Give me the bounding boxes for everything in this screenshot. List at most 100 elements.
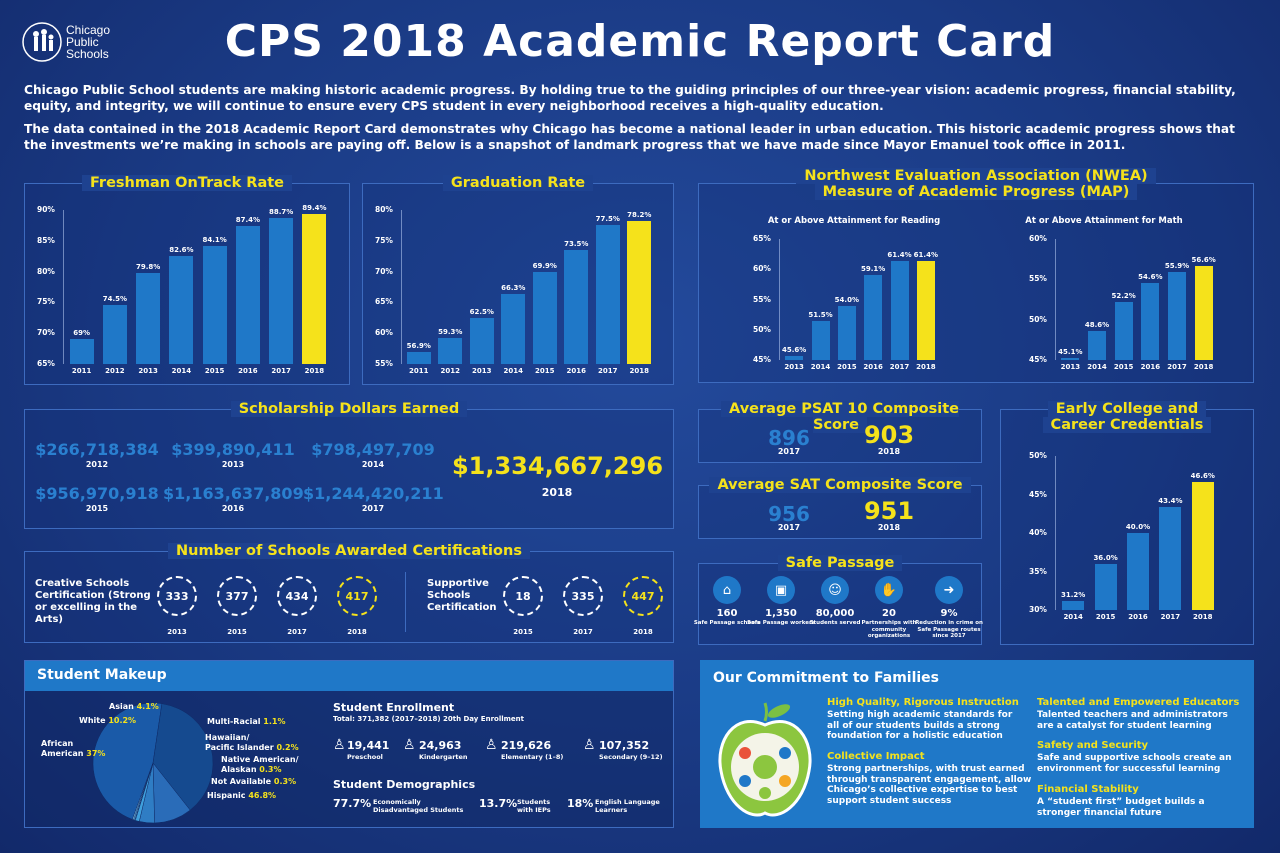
intro-paragraph-1: Chicago Public School students are makin… bbox=[24, 83, 1236, 113]
commit-heading: Safety and Security bbox=[1037, 740, 1149, 751]
y-axis-line bbox=[1055, 239, 1056, 360]
enroll-number: 107,352 bbox=[599, 739, 650, 752]
x-tick-label: 2012 bbox=[105, 367, 125, 375]
pie-slice-not-available bbox=[132, 762, 154, 821]
x-tick-label: 2016 bbox=[863, 363, 883, 371]
commit-text: Setting high academic standards for all … bbox=[827, 710, 1013, 741]
route-icon: ➜ bbox=[935, 576, 963, 604]
bar-2014 bbox=[501, 294, 526, 364]
psat-2017-year: 2017 bbox=[777, 447, 801, 456]
enroll-number: 219,626 bbox=[501, 739, 552, 752]
x-tick-label: 2017 bbox=[598, 367, 618, 375]
scholarship-amount: $798,497,709 bbox=[311, 440, 435, 459]
bar-value-label: 59.1% bbox=[861, 264, 886, 273]
supportive-medal: 335 bbox=[563, 576, 603, 616]
bar-2016 bbox=[564, 250, 589, 364]
y-tick-label: 80% bbox=[37, 266, 55, 276]
pie-slice-african-american bbox=[152, 703, 214, 811]
bar-value-label: 69% bbox=[73, 329, 90, 338]
school-icon: ⌂ bbox=[713, 576, 741, 604]
y-tick-label: 35% bbox=[1029, 566, 1047, 576]
commit-heading: High Quality, Rigorous Instruction bbox=[827, 697, 1019, 708]
bar-value-label: 51.5% bbox=[808, 310, 833, 319]
safe-passage-panel: Safe Passage ⌂ 160 Safe Passage schools … bbox=[694, 555, 983, 645]
safe-stat-label: Safe Passage workers bbox=[747, 620, 815, 626]
legend-hawaiian: Hawaiian/Pacific Islander 0.2% bbox=[205, 733, 299, 752]
commit-heading: Financial Stability bbox=[1037, 784, 1139, 795]
bar-2014 bbox=[811, 320, 830, 360]
bar-2018 bbox=[1191, 482, 1214, 610]
sat-2018-score: 951 bbox=[863, 497, 915, 525]
legend-native-american: Native American/Alaskan 0.3% bbox=[221, 755, 299, 774]
commitment-panel: Our Commitment to Families High Quality,… bbox=[700, 660, 1254, 828]
safe-stat-number: 9% bbox=[940, 608, 958, 619]
bar-2018 bbox=[627, 221, 652, 364]
commitment-title: Our Commitment to Families bbox=[713, 670, 940, 686]
bar-value-label: 66.3% bbox=[501, 284, 526, 293]
y-tick-label: 45% bbox=[1029, 355, 1047, 364]
y-tick-label: 55% bbox=[753, 294, 771, 304]
students-icon: ☺ bbox=[821, 576, 849, 604]
bar-2013 bbox=[136, 272, 161, 364]
bar-2015 bbox=[202, 246, 227, 364]
x-tick-label: 2014 bbox=[503, 367, 523, 375]
x-tick-label: 2013 bbox=[1060, 363, 1081, 371]
x-tick-label: 2017 bbox=[271, 367, 291, 375]
bar-value-label: 40.0% bbox=[1125, 523, 1151, 531]
supportive-year: 2018 bbox=[633, 628, 653, 636]
logo-line: Public bbox=[66, 35, 99, 49]
sat-2017-year: 2017 bbox=[777, 523, 801, 532]
bar-2016 bbox=[1141, 282, 1160, 360]
demo-number: 18% bbox=[567, 797, 594, 810]
demo-label: Students with IEPs bbox=[517, 798, 551, 814]
commit-text: Talented teachers and administrators are… bbox=[1037, 710, 1228, 731]
preschool-icon: ♙ bbox=[333, 737, 346, 753]
early-college-chart: 50% 45% 40% 35% 30% 31.2% 2014 36.0% 2015 40.0% 20… bbox=[1001, 410, 1255, 646]
sat-panel: Average SAT Composite Score 956 2017 951… bbox=[698, 477, 982, 539]
scholarship-amount: $1,244,420,211 bbox=[303, 484, 444, 503]
supportive-label: Supportive Schools Certification bbox=[427, 578, 497, 613]
bar-value-label: 82.6% bbox=[169, 245, 194, 254]
cps-logo: Chicago Public Schools bbox=[22, 20, 132, 68]
scholarship-panel: Scholarship Dollars Earned $266,718,384 … bbox=[24, 401, 674, 529]
safe-stat-label: Reduction in crime on Safe Passage route… bbox=[915, 620, 983, 639]
elementary-icon: ♙ bbox=[485, 737, 498, 753]
bar-2018 bbox=[302, 213, 327, 364]
y-tick-label: 90% bbox=[37, 205, 55, 214]
math-title: At or Above Attainment for Math bbox=[1025, 216, 1183, 226]
scholarship-year: 2016 bbox=[221, 504, 245, 513]
bar-2016 bbox=[864, 274, 883, 360]
graduation-panel: Graduation Rate 80% 75% 70% 65% 60% 55% 56.9% 2… bbox=[362, 175, 674, 385]
bar-value-label: 87.4% bbox=[235, 216, 261, 225]
enroll-number: 19,441 bbox=[347, 739, 390, 752]
y-tick-label: 55% bbox=[375, 359, 393, 368]
cert-divider bbox=[405, 572, 406, 632]
enroll-label: Kindergarten bbox=[419, 753, 468, 761]
nwea-title-1: Northwest Evaluation Association (NWEA) bbox=[796, 168, 1156, 184]
psat-2017-score: 896 bbox=[768, 426, 810, 450]
scholarship-year: 2015 bbox=[85, 504, 109, 513]
enroll-label: Preschool bbox=[347, 753, 383, 761]
x-tick-label: 2016 bbox=[566, 367, 586, 375]
x-tick-label: 2018 bbox=[629, 367, 649, 375]
y-tick-label: 70% bbox=[37, 328, 55, 338]
y-tick-label: 85% bbox=[37, 235, 55, 245]
safe-stat-number: 20 bbox=[882, 608, 896, 619]
bar-2017 bbox=[1168, 272, 1186, 360]
reading-title: At or Above Attainment for Reading bbox=[767, 216, 941, 226]
vest-icon: ▣ bbox=[767, 576, 795, 604]
children-logo-icon bbox=[22, 22, 62, 62]
x-tick-label: 2012 bbox=[440, 367, 460, 375]
bar-value-label: 54.0% bbox=[834, 295, 859, 304]
y-tick-label: 75% bbox=[375, 235, 393, 245]
bar-value-label: 62.5% bbox=[469, 307, 494, 316]
bar-value-label: 43.4% bbox=[1158, 496, 1183, 505]
certifications-panel: Number of Schools Awarded Certifications… bbox=[24, 543, 674, 643]
scholarship-title: Scholarship Dollars Earned bbox=[230, 401, 468, 417]
x-tick-label: 2013 bbox=[138, 367, 158, 375]
legend-white: White 10.2% bbox=[79, 716, 137, 725]
psat-2018-year: 2018 bbox=[877, 447, 901, 456]
y-tick-label: 40% bbox=[1029, 528, 1047, 537]
bar-2015 bbox=[1114, 301, 1133, 360]
scholarship-total-2018: $1,334,667,296 bbox=[451, 452, 664, 480]
